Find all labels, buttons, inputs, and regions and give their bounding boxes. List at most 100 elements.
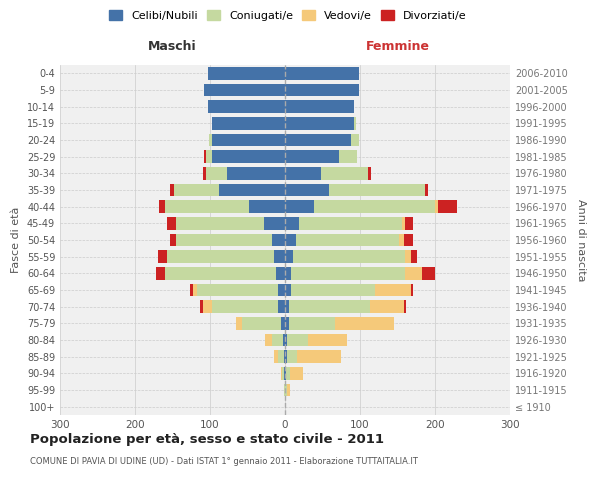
Bar — [203, 167, 205, 179]
Bar — [167, 217, 176, 230]
Bar — [227, 167, 285, 179]
Bar — [285, 117, 354, 130]
Bar — [286, 367, 290, 380]
Legend: Celibi/Nubili, Coniugati/e, Vedovi/e, Divorziati/e: Celibi/Nubili, Coniugati/e, Vedovi/e, Di… — [107, 8, 469, 23]
Bar — [204, 150, 205, 163]
Bar — [208, 67, 285, 80]
Bar — [285, 84, 359, 96]
Bar — [285, 234, 296, 246]
Bar — [277, 300, 285, 313]
Bar — [291, 267, 405, 280]
Bar — [405, 250, 411, 263]
Bar — [190, 284, 193, 296]
Bar — [284, 367, 285, 380]
Bar — [281, 317, 285, 330]
Bar — [314, 200, 435, 213]
Bar — [209, 134, 212, 146]
Bar — [438, 200, 457, 213]
Bar — [285, 134, 351, 146]
Bar — [193, 284, 197, 296]
Bar — [354, 117, 356, 130]
Bar — [212, 150, 285, 163]
Bar — [285, 67, 359, 80]
Bar — [285, 384, 287, 396]
Bar — [165, 200, 249, 213]
Bar — [236, 317, 242, 330]
Bar — [271, 234, 285, 246]
Bar — [296, 234, 399, 246]
Bar — [285, 200, 314, 213]
Bar — [272, 334, 283, 346]
Bar — [405, 217, 413, 230]
Bar — [285, 150, 339, 163]
Bar — [290, 367, 303, 380]
Bar — [283, 334, 285, 346]
Bar — [159, 200, 165, 213]
Bar — [405, 267, 421, 280]
Bar — [329, 184, 425, 196]
Bar — [203, 300, 212, 313]
Bar — [404, 300, 406, 313]
Bar — [170, 184, 174, 196]
Bar — [285, 267, 291, 280]
Bar — [274, 250, 285, 263]
Bar — [285, 350, 287, 363]
Bar — [208, 100, 285, 113]
Bar — [285, 334, 287, 346]
Bar — [404, 234, 413, 246]
Bar — [205, 167, 227, 179]
Bar — [293, 250, 405, 263]
Bar — [411, 284, 413, 296]
Bar — [367, 167, 371, 179]
Bar — [264, 217, 285, 230]
Bar — [219, 184, 285, 196]
Bar — [421, 267, 435, 280]
Bar — [321, 167, 367, 179]
Bar — [276, 267, 285, 280]
Bar — [402, 217, 405, 230]
Bar — [291, 284, 375, 296]
Bar — [375, 284, 411, 296]
Text: Popolazione per età, sesso e stato civile - 2011: Popolazione per età, sesso e stato civil… — [30, 432, 384, 446]
Bar — [176, 217, 264, 230]
Bar — [285, 300, 289, 313]
Bar — [204, 84, 285, 96]
Bar — [287, 350, 297, 363]
Bar — [308, 334, 347, 346]
Bar — [277, 350, 284, 363]
Bar — [285, 317, 289, 330]
Bar — [242, 317, 281, 330]
Bar — [287, 384, 290, 396]
Bar — [435, 200, 438, 213]
Bar — [249, 200, 285, 213]
Bar — [167, 250, 274, 263]
Y-axis label: Anni di nascita: Anni di nascita — [576, 198, 586, 281]
Bar — [285, 367, 286, 380]
Bar — [212, 300, 277, 313]
Bar — [165, 267, 276, 280]
Bar — [285, 284, 291, 296]
Bar — [170, 234, 176, 246]
Bar — [212, 134, 285, 146]
Y-axis label: Fasce di età: Fasce di età — [11, 207, 21, 273]
Bar — [285, 184, 329, 196]
Bar — [284, 384, 285, 396]
Bar — [287, 334, 308, 346]
Bar — [274, 350, 277, 363]
Bar — [335, 317, 394, 330]
Bar — [351, 134, 359, 146]
Bar — [265, 334, 272, 346]
Bar — [285, 250, 293, 263]
Bar — [399, 234, 404, 246]
Bar — [200, 300, 203, 313]
Bar — [289, 300, 370, 313]
Text: Maschi: Maschi — [148, 40, 197, 52]
Bar — [289, 317, 335, 330]
Bar — [299, 217, 402, 230]
Bar — [282, 367, 284, 380]
Bar — [425, 184, 428, 196]
Bar — [285, 100, 354, 113]
Bar — [284, 350, 285, 363]
Bar — [285, 167, 321, 179]
Text: COMUNE DI PAVIA DI UDINE (UD) - Dati ISTAT 1° gennaio 2011 - Elaborazione TUTTAI: COMUNE DI PAVIA DI UDINE (UD) - Dati IST… — [30, 457, 418, 466]
